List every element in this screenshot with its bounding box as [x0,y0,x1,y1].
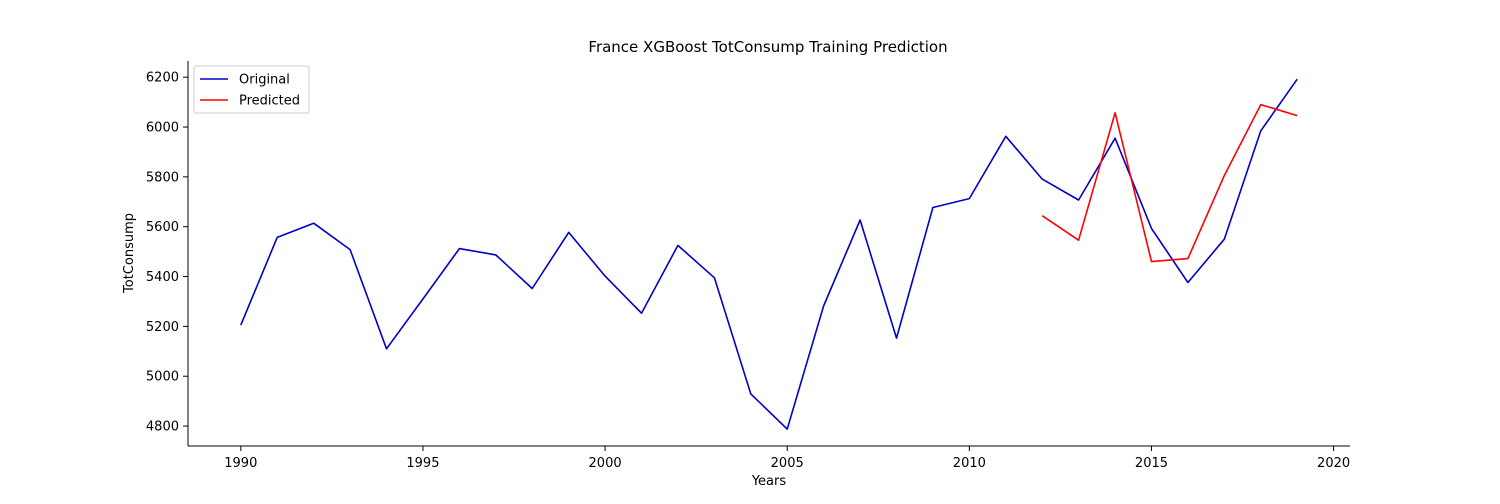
legend-label: Predicted [239,94,300,109]
y-ticks: 4800 5000 5200 5400 5600 5800 6000 6200 [146,71,188,435]
legend-label: Original [239,73,290,88]
x-tick-label: 1995 [406,456,439,471]
y-tick-label: 5000 [146,370,179,385]
x-axis-label: Years [751,474,787,489]
y-tick-label: 6200 [146,71,179,86]
y-tick-label: 5800 [146,170,179,185]
x-tick-label: 2010 [953,456,986,471]
x-tick-label: 1990 [224,456,257,471]
plot-area [241,79,1297,429]
x-tick-label: 2020 [1317,456,1350,471]
series-line-predicted [1042,105,1297,262]
y-tick-label: 5600 [146,220,179,235]
y-tick-label: 5400 [146,270,179,285]
y-tick-label: 4800 [146,420,179,435]
series-line-original [241,79,1297,429]
x-tick-label: 2015 [1135,456,1168,471]
y-axis-label: TotConsump [122,213,137,294]
x-tick-label: 2000 [589,456,622,471]
y-tick-label: 5200 [146,320,179,335]
chart-title: France XGBoost TotConsump Training Predi… [588,38,947,56]
x-ticks: 1990 1995 2000 2005 2010 2015 2020 [224,446,1350,471]
y-tick-label: 6000 [146,121,179,136]
x-tick-label: 2005 [771,456,804,471]
legend: Original Predicted [194,66,309,113]
